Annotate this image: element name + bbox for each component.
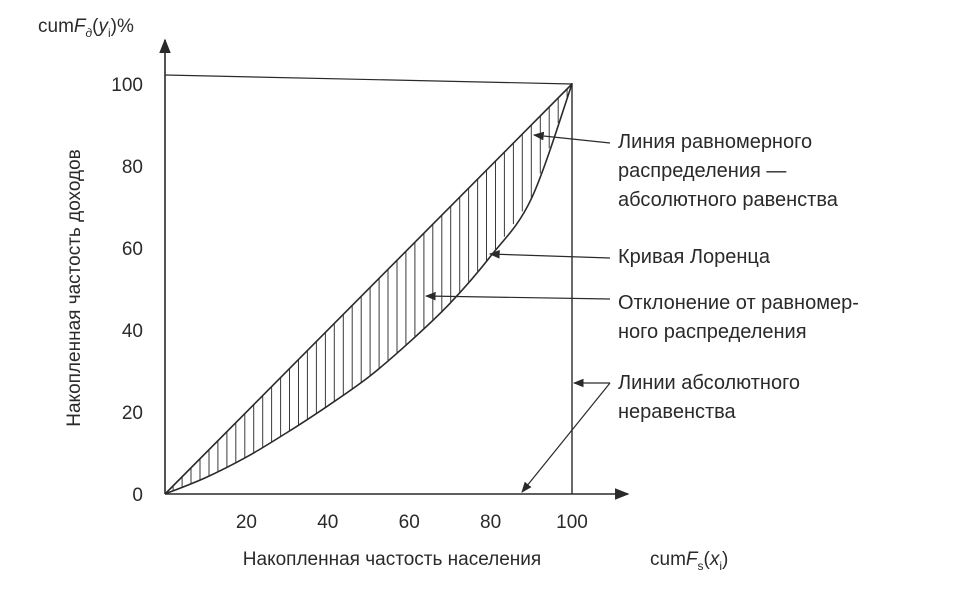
y-tick-label: 100 [111,75,143,96]
equality-line [164,83,573,495]
leader-lorenz-curve [488,250,611,259]
x-tick-label: 80 [480,512,501,533]
annotation-lorenz-curve: Кривая Лоренца [618,246,771,268]
y-tick-label: 60 [122,239,143,260]
y-tick-label: 40 [122,321,143,342]
deviation-hatching [172,88,568,491]
y-axis-title: cumFд(yi)% [38,16,134,40]
y-axis-label: Накопленная частость доходов [64,149,85,426]
x-axis-title: cumFs(xi) [650,549,728,573]
x-tick-label: 100 [556,512,588,533]
x-axis-label: Накопленная частость населения [243,549,541,570]
leader-equality-line [532,131,611,144]
annotation-equality-line: Линия равномерного распределения — абсол… [618,131,839,211]
annotation-deviation: Отклонение от равномер- ного распределен… [618,292,864,343]
y-tick-labels: 0 20 40 60 80 100 [111,75,143,506]
x-tick-label: 20 [236,512,257,533]
x-tick-label: 40 [317,512,338,533]
leader-absolute-inequality-lower [521,382,611,493]
x-tick-label: 60 [399,512,420,533]
lorenz-curve [164,83,573,495]
leader-deviation [424,291,611,301]
y-tick-label: 20 [122,403,143,424]
annotation-absolute-inequality: Линии абсолютного неравенства [618,372,806,423]
y-tick-label: 0 [132,485,143,506]
x-tick-labels: 20 40 60 80 100 [236,512,588,533]
y-tick-label: 80 [122,157,143,178]
absolute-inequality-top [164,74,573,85]
